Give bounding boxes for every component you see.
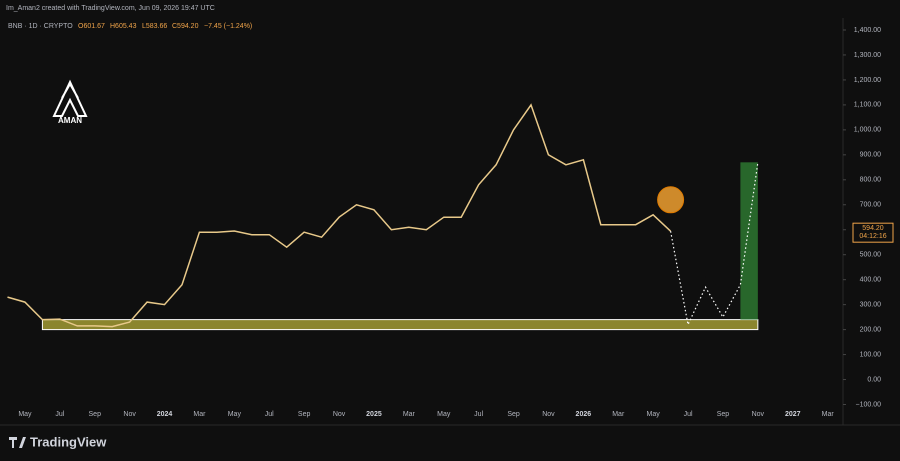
- countdown: 04:12:16: [859, 233, 886, 240]
- x-tick-label: Mar: [612, 411, 625, 418]
- y-tick-label: 100.00: [860, 351, 882, 358]
- x-tick-label: Jul: [55, 411, 64, 418]
- footer-text: TradingView: [30, 434, 107, 449]
- x-tick-label: 2025: [366, 411, 382, 418]
- x-tick-label: Sep: [507, 411, 520, 418]
- y-tick-label: 400.00: [860, 277, 882, 284]
- ohlc-change: −7.45 (−1.24%): [204, 23, 252, 30]
- x-tick-label: Nov: [752, 411, 765, 418]
- price-label-box: [852, 222, 894, 243]
- y-tick-label: 300.00: [860, 301, 882, 308]
- y-tick-label: 1,200.00: [854, 77, 881, 84]
- x-tick-label: 2027: [785, 411, 801, 418]
- footer-brand: TradingView: [9, 434, 107, 449]
- x-tick-label: Sep: [89, 411, 102, 418]
- x-tick-label: May: [18, 411, 32, 418]
- y-tick-label: 1,000.00: [854, 127, 881, 134]
- x-tick-label: Jul: [265, 411, 274, 418]
- x-tick-label: May: [647, 411, 661, 418]
- x-tick-label: Mar: [403, 411, 416, 418]
- x-tick-label: Nov: [123, 411, 136, 418]
- y-tick-label: 1,400.00: [854, 27, 881, 34]
- x-tick-label: Mar: [822, 411, 835, 418]
- x-tick-label: May: [437, 411, 451, 418]
- x-tick-label: May: [228, 411, 242, 418]
- x-tick-label: Jul: [684, 411, 693, 418]
- zone: [740, 162, 758, 320]
- y-tick-label: −100.00: [856, 401, 882, 408]
- x-tick-label: Nov: [542, 411, 555, 418]
- credit: Im_Aman2 created with TradingView.com, J…: [6, 5, 215, 12]
- y-tick-label: 700.00: [860, 202, 882, 209]
- zone: [41, 319, 759, 331]
- highlight-circle: [657, 186, 685, 214]
- x-tick-label: Nov: [333, 411, 346, 418]
- series-line: [7, 103, 672, 328]
- y-tick-label: 0.00: [867, 376, 881, 383]
- ohlc-close: C594.20: [172, 23, 199, 30]
- y-tick-label: 1,100.00: [854, 102, 881, 109]
- x-tick-label: 2026: [576, 411, 592, 418]
- y-tick-label: 500.00: [860, 252, 882, 259]
- ohlc-high: H605.43: [110, 23, 137, 30]
- symbol: BNB · 1D · CRYPTO: [8, 23, 73, 30]
- y-tick-label: 800.00: [860, 177, 882, 184]
- price-label: 594.20: [862, 225, 884, 232]
- x-tick-label: Mar: [193, 411, 206, 418]
- ohlc-open: O601.67: [78, 23, 105, 30]
- x-tick-label: Jul: [474, 411, 483, 418]
- x-tick-label: Sep: [298, 411, 311, 418]
- x-tick-label: 2024: [157, 411, 173, 418]
- y-tick-label: 1,300.00: [854, 52, 881, 59]
- series-line: [670, 162, 759, 327]
- y-tick-label: 900.00: [860, 152, 882, 159]
- logo-text: AMAN: [58, 116, 82, 125]
- y-tick-label: 200.00: [860, 326, 882, 333]
- ohlc-low: L583.66: [142, 23, 167, 30]
- x-tick-label: Sep: [717, 411, 730, 418]
- logo: AMAN: [52, 79, 88, 125]
